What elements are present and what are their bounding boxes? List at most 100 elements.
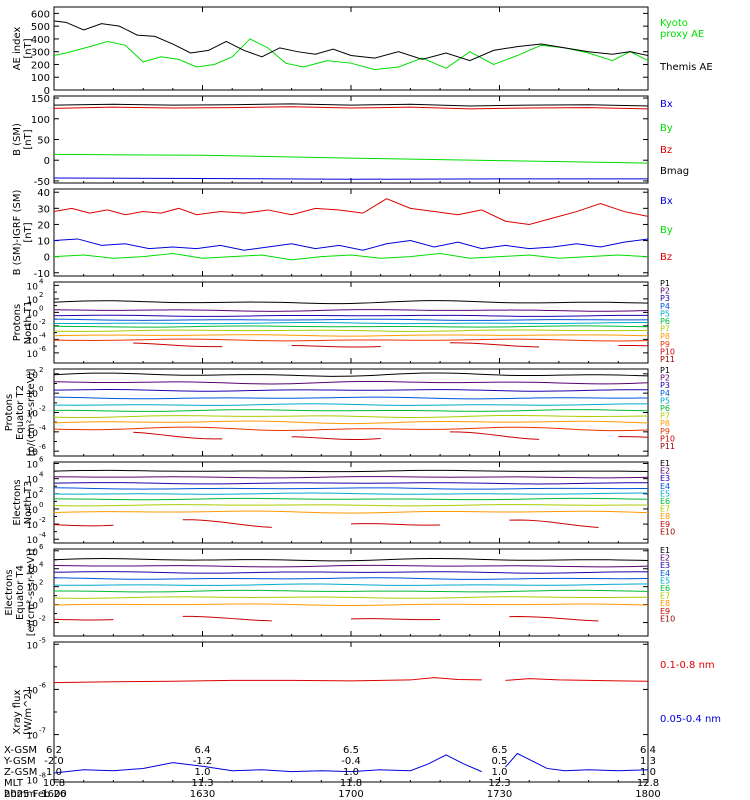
series-line-P2: [54, 309, 648, 312]
legend-label-E4: E4: [660, 482, 670, 491]
y-tick-label-exponent: -7: [39, 727, 46, 735]
y-axis-label: Equator T2: [15, 385, 26, 440]
panel-frame: [53, 548, 649, 637]
y-tick-label: 10: [27, 336, 39, 346]
series-line-E4: [54, 487, 648, 490]
y-tick-label: 10: [27, 506, 39, 516]
y-tick-label: 0: [44, 156, 50, 167]
y-tick-label: -10: [34, 269, 50, 280]
footer-value: -2.0: [44, 756, 64, 767]
y-tick-label-exponent: 0: [39, 304, 43, 312]
legend-label-P11: P11: [660, 355, 675, 364]
y-tick-label: 10: [27, 390, 39, 400]
y-axis-label: North T3: [23, 481, 34, 525]
series-line-P1: [54, 372, 648, 377]
footer-value: 6.5: [492, 745, 508, 756]
y-tick-label-exponent: 4: [39, 561, 44, 569]
legend-label-E8: E8: [660, 599, 670, 608]
legend-label-E3: E3: [660, 561, 670, 570]
y-axis-label: [nT]: [23, 222, 34, 242]
footer-value: 10.8: [43, 778, 65, 789]
panel-frame: [53, 188, 649, 277]
y-tick-label: 50: [37, 136, 50, 147]
legend-label-P8: P8: [660, 332, 670, 341]
y-tick-label: 10: [27, 521, 39, 531]
y-tick-label: 10: [27, 602, 39, 612]
y-tick-label: 10: [27, 536, 39, 546]
y-tick-label-exponent: -8: [39, 772, 46, 780]
y-tick-label: 100: [31, 73, 50, 84]
legend-label-E2: E2: [660, 467, 670, 476]
series-line-Kyoto proxy AE: [54, 38, 648, 71]
series-line-P3: [54, 389, 648, 392]
legend-label-Bz: Bz: [660, 252, 672, 263]
legend-label-0.05-0.4-nm: 0.05-0.4 nm: [660, 714, 721, 725]
legend-label-E4: E4: [660, 569, 670, 578]
panel-7: [53, 548, 649, 637]
legend-label-P4: P4: [660, 302, 670, 311]
series-line-P10: [618, 436, 648, 438]
series-line-E9: [509, 519, 599, 529]
y-tick-label-exponent: 0: [39, 385, 43, 393]
y-tick-label-exponent: -2: [39, 516, 46, 524]
footer-value: 6.4: [640, 745, 656, 756]
series-line-E9: [509, 616, 599, 622]
footer-row-label: Y-GSM: [3, 756, 36, 767]
legend-label-P11: P11: [660, 442, 675, 451]
y-tick-label: 10: [27, 732, 39, 742]
series-line-P4: [54, 396, 648, 400]
legend-label-E7: E7: [660, 505, 670, 514]
legend-label-Bmag: Bmag: [660, 166, 689, 177]
series-line-0.05-0.4 nm: [505, 752, 648, 772]
footer-value: 1.3: [640, 756, 656, 767]
series-line-E6: [54, 589, 648, 593]
footer-value: 1630: [190, 789, 215, 800]
series-line-P10: [449, 342, 540, 348]
y-tick-label-exponent: 6: [39, 543, 44, 551]
y-tick-label: 10: [27, 350, 39, 360]
y-tick-label-exponent: -6: [39, 345, 47, 353]
y-tick-label: 10: [27, 448, 39, 458]
series-line-P10: [133, 342, 223, 348]
footer-value: 12.3: [488, 778, 510, 789]
legend-label-Bx: Bx: [660, 99, 673, 110]
series-line-E9: [182, 615, 272, 622]
series-line-P10: [449, 431, 540, 440]
series-line-E7: [54, 504, 648, 507]
footer-value: 1.0: [640, 767, 656, 778]
legend-label-By: By: [660, 123, 673, 134]
series-line-E3: [54, 571, 648, 574]
legend-label-P9: P9: [660, 427, 670, 436]
footer-value: 1600: [41, 789, 66, 800]
series-line-E8: [54, 510, 648, 514]
footer-value: 1.0: [343, 767, 359, 778]
y-tick-label-exponent: -6: [39, 681, 47, 689]
y-tick-label: 10: [27, 461, 39, 471]
y-axis-label: [p/(cm²-s-sr-keV)]: [26, 369, 37, 457]
y-axis-label: Electrons: [4, 569, 15, 615]
y-tick-label: 10: [27, 296, 39, 306]
y-tick-label: 600: [31, 9, 50, 20]
series-line-Themis AE: [54, 20, 648, 62]
footer-value: 6.4: [195, 745, 211, 756]
series-line-P8: [54, 334, 648, 337]
series-line-P10: [291, 436, 381, 441]
series-line-E2: [54, 476, 648, 479]
series-line-E4: [54, 577, 648, 580]
series-line-P10: [291, 344, 381, 348]
series-line-P1: [54, 300, 648, 305]
series-line-E8: [54, 603, 648, 606]
footer-value: 11.8: [340, 778, 362, 789]
series-line-P9: [54, 338, 648, 342]
y-axis-label: Electrons: [12, 479, 23, 525]
y-tick-label-exponent: -4: [39, 331, 47, 339]
y-tick-label-exponent: 6: [39, 456, 44, 464]
y-tick-label: 10: [27, 491, 39, 501]
legend-label-P6: P6: [660, 317, 670, 326]
series-line-E3: [54, 482, 648, 485]
y-tick-label: 10: [27, 410, 39, 420]
y-tick-label-exponent: -2: [39, 615, 46, 623]
y-tick-label-exponent: -2: [39, 405, 46, 413]
series-line-P10: [133, 431, 223, 440]
